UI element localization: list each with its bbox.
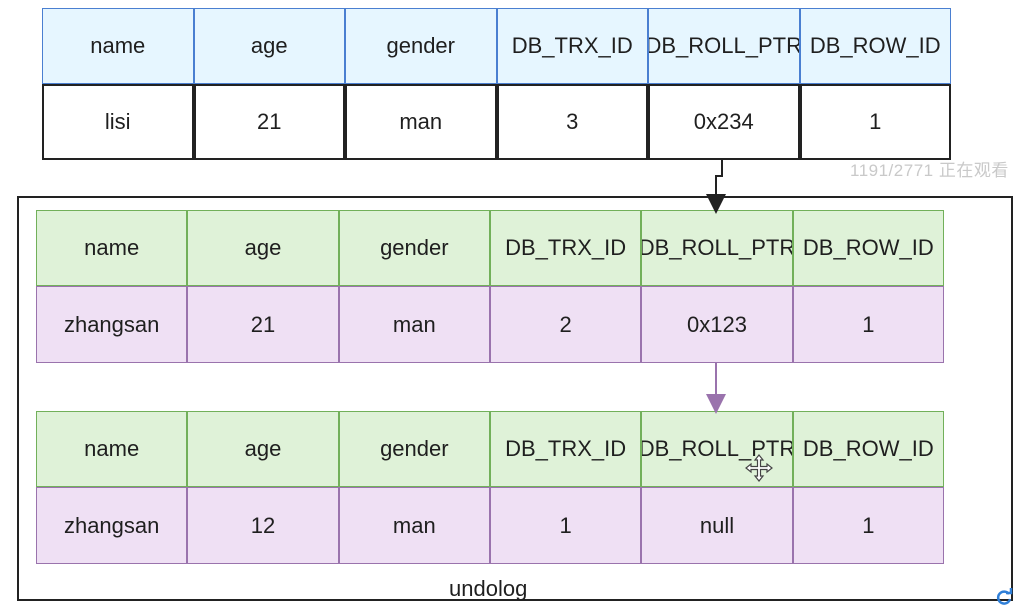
current-value-db-trx-id: 3 (496, 84, 648, 160)
undo1-value-name: zhangsan (36, 286, 188, 363)
current-header-db-trx-id: DB_TRX_ID (496, 8, 648, 84)
undo1-value-age: 21 (187, 286, 339, 363)
undo2-header-gender: gender (338, 411, 490, 487)
current-value-db-roll-ptr: 0x234 (648, 84, 800, 160)
undo2-value-age: 12 (187, 487, 339, 564)
undo2-value-gender: man (338, 487, 490, 564)
undo1-header-db-roll-ptr: DB_ROLL_PTR (641, 210, 793, 286)
undo1-value-gender: man (338, 286, 490, 363)
undolog-container (17, 196, 1013, 601)
viewer-count-watermark: 1191/2771 正在观看 (850, 161, 1009, 180)
undo1-header-age: age (187, 210, 339, 286)
undo-version-table-2: name age gender DB_TRX_ID DB_ROLL_PTR DB… (36, 411, 944, 564)
current-header-gender: gender (345, 8, 497, 84)
undo2-header-db-row-id: DB_ROW_ID (792, 411, 944, 487)
undo2-value-name: zhangsan (36, 487, 188, 564)
current-value-age: 21 (193, 84, 345, 160)
undo1-value-db-roll-ptr: 0x123 (641, 286, 793, 363)
current-header-db-row-id: DB_ROW_ID (799, 8, 951, 84)
undo-version-table-1: name age gender DB_TRX_ID DB_ROLL_PTR DB… (36, 210, 944, 363)
roll-ptr-connector-current-to-undo1 (706, 160, 726, 214)
undo2-header-age: age (187, 411, 339, 487)
current-value-db-row-id: 1 (799, 84, 951, 160)
current-value-gender: man (345, 84, 497, 160)
undo2-header-db-roll-ptr: DB_ROLL_PTR (641, 411, 793, 487)
undo2-header-name: name (36, 411, 188, 487)
undo1-header-gender: gender (338, 210, 490, 286)
undo2-value-db-roll-ptr: null (641, 487, 793, 564)
refresh-icon[interactable] (994, 588, 1014, 606)
undo2-value-db-row-id: 1 (792, 487, 944, 564)
undo1-header-name: name (36, 210, 188, 286)
current-header-name: name (42, 8, 194, 84)
undo2-header-db-trx-id: DB_TRX_ID (489, 411, 642, 487)
undo1-header-db-trx-id: DB_TRX_ID (489, 210, 642, 286)
current-row-table: name age gender DB_TRX_ID DB_ROLL_PTR DB… (42, 8, 951, 160)
undo1-value-db-row-id: 1 (792, 286, 944, 363)
current-value-name: lisi (42, 84, 194, 160)
undo1-header-db-row-id: DB_ROW_ID (792, 210, 944, 286)
current-header-age: age (193, 8, 345, 84)
move-cursor-icon (745, 454, 773, 482)
undo1-value-db-trx-id: 2 (489, 286, 642, 363)
undolog-label: undolog (449, 576, 528, 601)
undo2-value-db-trx-id: 1 (489, 487, 642, 564)
current-header-db-roll-ptr: DB_ROLL_PTR (648, 8, 800, 84)
